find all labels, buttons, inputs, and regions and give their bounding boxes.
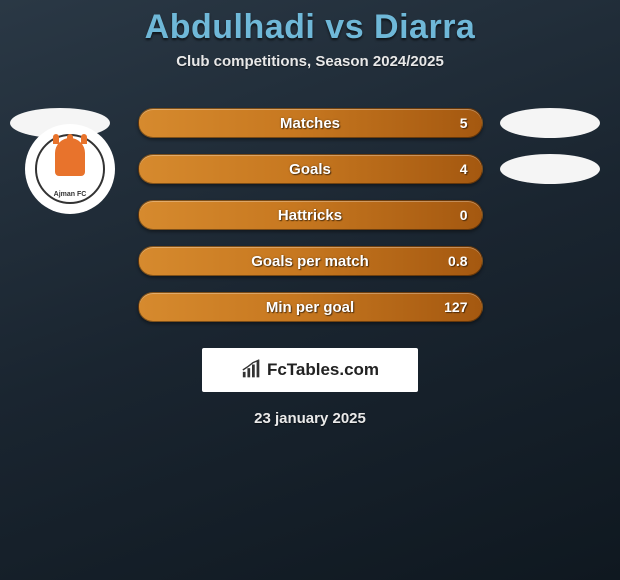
brand-text: FcTables.com — [267, 360, 379, 380]
stat-label: Min per goal — [266, 299, 354, 316]
stat-row-mpg: Min per goal 127 — [0, 284, 620, 330]
stat-row-gpm: Goals per match 0.8 — [0, 238, 620, 284]
right-bubble — [500, 108, 600, 138]
stat-value: 4 — [460, 161, 468, 177]
stat-value: 0.8 — [448, 253, 467, 269]
stat-bar: Goals per match 0.8 — [138, 246, 483, 276]
stat-value: 0 — [460, 207, 468, 223]
stat-label: Goals per match — [251, 253, 369, 270]
stat-bar: Min per goal 127 — [138, 292, 483, 322]
stat-label: Goals — [289, 161, 331, 178]
stat-bar: Matches 5 — [138, 108, 483, 138]
chart-icon — [241, 359, 263, 381]
stat-row-hattricks: Hattricks 0 — [0, 192, 620, 238]
stat-value: 5 — [460, 115, 468, 131]
right-bubble — [500, 154, 600, 184]
footer-date: 23 january 2025 — [0, 410, 620, 427]
comparison-card: Abdulhadi vs Diarra Club competitions, S… — [0, 0, 620, 427]
brand-badge[interactable]: FcTables.com — [202, 348, 418, 392]
stat-value: 127 — [444, 299, 467, 315]
page-subtitle: Club competitions, Season 2024/2025 — [0, 53, 620, 70]
stat-bar: Goals 4 — [138, 154, 483, 184]
page-title: Abdulhadi vs Diarra — [0, 8, 620, 47]
stat-label: Hattricks — [278, 207, 342, 224]
stat-bar: Hattricks 0 — [138, 200, 483, 230]
stat-label: Matches — [280, 115, 340, 132]
stat-row-goals: Ajman FC Goals 4 — [0, 146, 620, 192]
